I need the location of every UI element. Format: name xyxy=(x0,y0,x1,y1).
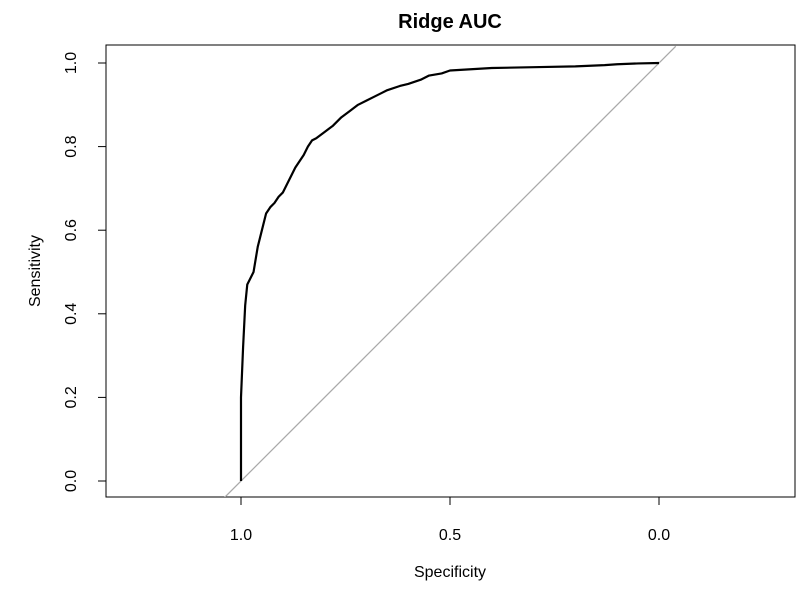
x-tick-label: 0.5 xyxy=(439,527,461,544)
y-tick-label: 0.2 xyxy=(63,386,80,408)
y-tick-label: 0.4 xyxy=(63,303,80,325)
y-axis-label: Sensitivity xyxy=(27,235,44,307)
x-tick-label: 0.0 xyxy=(648,527,670,544)
y-tick-label: 0.6 xyxy=(63,219,80,241)
y-tick-label: 1.0 xyxy=(63,52,80,74)
x-tick-label: 1.0 xyxy=(230,527,252,544)
x-axis-label: Specificity xyxy=(414,564,486,581)
y-tick-label: 0.8 xyxy=(63,135,80,157)
x-axis: 1.0 0.5 0.0 xyxy=(230,496,670,544)
chart-title: Ridge AUC xyxy=(398,11,502,33)
reference-diagonal-line xyxy=(224,45,677,497)
roc-curve-line xyxy=(239,61,660,481)
y-tick-label: 0.0 xyxy=(63,470,80,492)
series-layer xyxy=(224,45,677,497)
y-axis: 0.0 0.2 0.4 0.6 0.8 1.0 xyxy=(63,52,107,492)
